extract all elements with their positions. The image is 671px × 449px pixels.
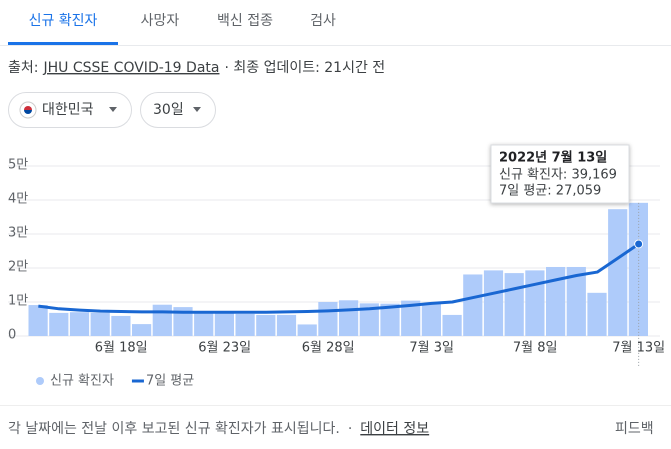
- flag-blue: [24, 110, 32, 114]
- bar: [442, 314, 462, 336]
- active-tab-indicator: [8, 42, 118, 45]
- bar: [318, 302, 338, 336]
- flag-red: [24, 106, 32, 110]
- bar: [359, 303, 379, 336]
- dropdown-box: [8, 92, 132, 128]
- legend-label: 7일 평균: [146, 374, 194, 389]
- tooltip-box: [490, 144, 630, 204]
- bar: [297, 324, 317, 336]
- range-dropdown[interactable]: 30일: [140, 92, 216, 128]
- source-label: 출처:: [8, 60, 38, 76]
- bar: [276, 314, 297, 336]
- x-tick-label: 7월 8일: [513, 341, 558, 356]
- y-tick-label: 3만: [8, 226, 28, 241]
- bar: [28, 305, 48, 336]
- average-line: [38, 242, 640, 314]
- chart: 0 1만 2만 3만 4만 5만 6월 18일 6월 23일 6월 28일 7월 3일 7월 8일 7…: [8, 144, 665, 389]
- dropdown-arrow: [193, 107, 201, 112]
- bar: [90, 312, 110, 336]
- bar: [49, 312, 69, 336]
- tooltip-line: 7일 평균: 27,059: [499, 184, 601, 199]
- bar: [463, 274, 483, 336]
- feedback-link[interactable]: 피드백: [615, 421, 654, 437]
- bar: [111, 315, 131, 336]
- source-link[interactable]: JHU CSSE COVID-19 Data: [42, 60, 219, 76]
- tab[interactable]: 사망자: [141, 13, 180, 29]
- tab[interactable]: 검사: [310, 13, 336, 29]
- x-tick-label: 6월 28일: [302, 341, 355, 356]
- footer-link[interactable]: 데이터 정보: [360, 421, 429, 437]
- source-updated: · 최종 업데이트: 21시간 전: [224, 60, 385, 76]
- y-tick-label: 1만: [8, 294, 28, 309]
- bar: [339, 300, 359, 336]
- bar: [214, 312, 234, 336]
- tab[interactable]: 백신 접종: [217, 13, 273, 29]
- x-tick-label: 7월 3일: [409, 341, 454, 356]
- y-tick-label: 4만: [8, 192, 28, 207]
- bar: [152, 304, 172, 336]
- x-tick-label: 6월 18일: [95, 341, 148, 356]
- bar: [69, 312, 90, 336]
- bar: [235, 313, 255, 336]
- tooltip-title: 2022년 7월 13일: [499, 150, 607, 166]
- dropdown-box: [140, 92, 216, 128]
- dropdown-arrow: [109, 107, 117, 112]
- bar: [380, 303, 400, 336]
- legend-label: 신규 확진자: [50, 374, 114, 389]
- y-tick-label: 2만: [8, 260, 28, 275]
- legend-swatch: [36, 377, 44, 385]
- tab[interactable]: 신규 확진자: [29, 13, 98, 29]
- dropdown-label: 대한민국: [42, 102, 94, 118]
- footer-note: 각 날짜에는 전날 이후 보고된 신규 확진자가 표시됩니다.: [8, 421, 340, 437]
- bar: [608, 209, 628, 336]
- bar: [566, 266, 586, 336]
- footer-separator: ·: [348, 421, 352, 437]
- hover-dot: [634, 239, 644, 249]
- bar: [256, 314, 276, 336]
- bar: [401, 300, 421, 336]
- bar: [504, 273, 524, 336]
- bar: [546, 266, 566, 336]
- y-tick-label: 0: [8, 328, 16, 343]
- bar: [132, 324, 152, 336]
- x-tick-label: 6월 23일: [198, 341, 251, 356]
- tooltip-line: 신규 확진자: 39,169: [499, 168, 617, 183]
- country-dropdown[interactable]: 대한민국: [8, 92, 132, 128]
- bar: [194, 312, 214, 336]
- dropdown-label: 30일: [153, 102, 184, 118]
- bar: [525, 270, 545, 336]
- bar: [421, 303, 441, 336]
- bar: [483, 270, 504, 336]
- y-tick-label: 5만: [8, 158, 28, 173]
- bar: [587, 292, 607, 336]
- bar: [173, 307, 193, 336]
- x-tick-label: 7월 13일: [612, 341, 665, 356]
